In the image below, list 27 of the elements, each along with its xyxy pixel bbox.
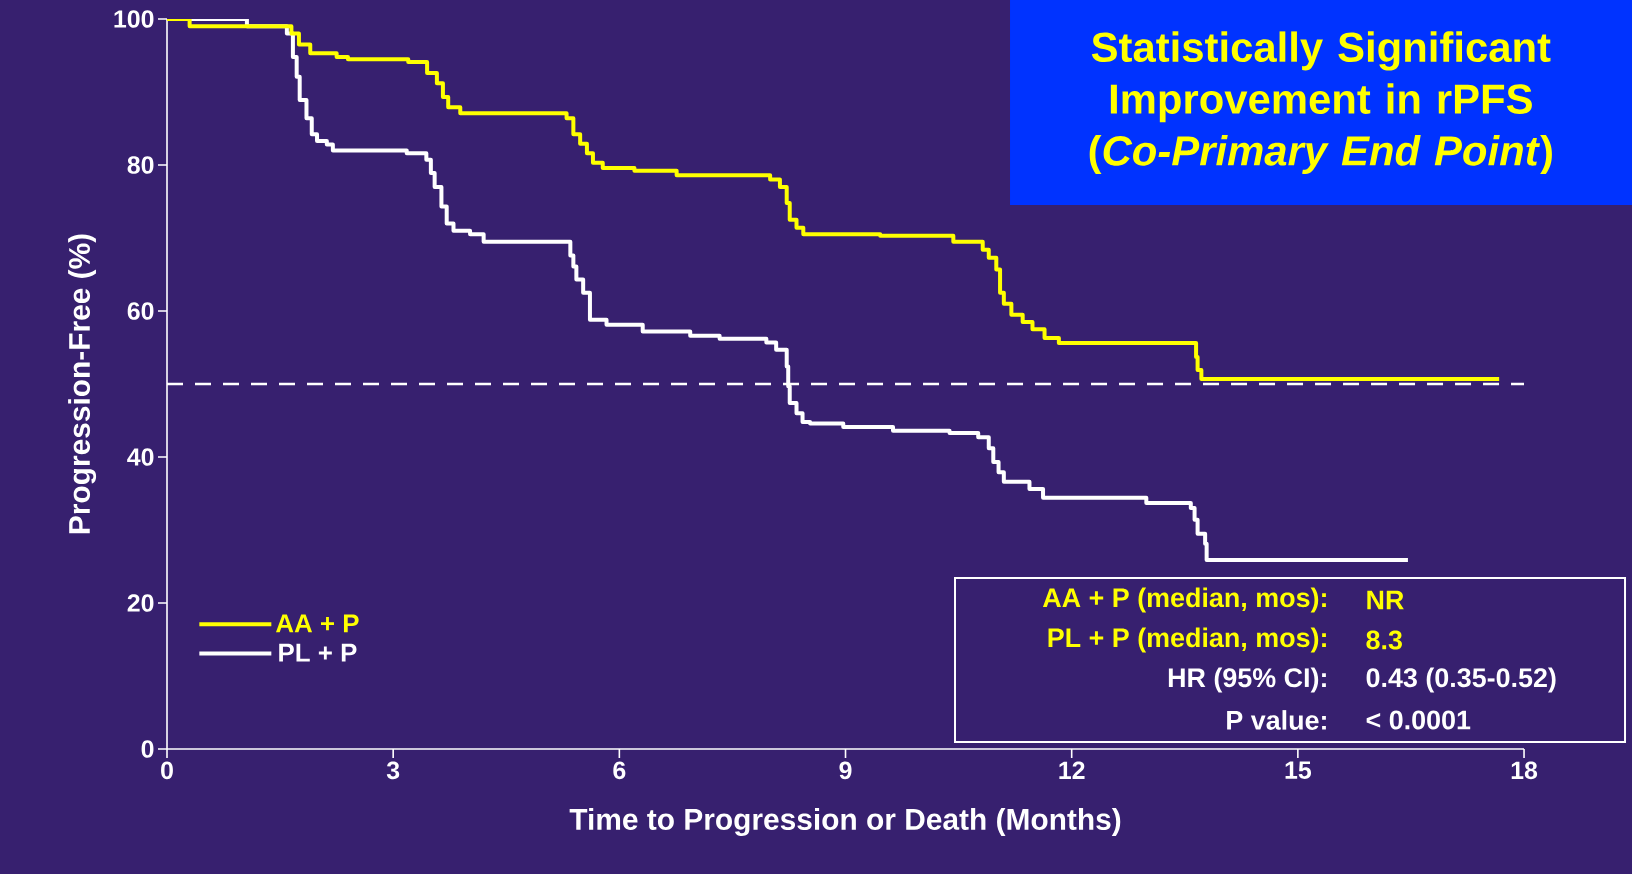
annotation: 0.43 (0.35-0.52) [1366, 667, 1556, 693]
x-tick-label: 9 [839, 761, 852, 780]
annotation: NR [1367, 590, 1404, 610]
annotation: P value: [1227, 710, 1326, 730]
x-tick-label: 6 [613, 761, 626, 780]
x-tick-label: 0 [161, 761, 173, 780]
x-axis-title: Time to Progression or Death (Months) [569, 808, 1121, 837]
legend-label: PL + P [279, 643, 357, 662]
y-tick-label: 0 [141, 740, 154, 758]
legend-label: AA + P [275, 614, 359, 633]
x-tick-label: 18 [1511, 761, 1538, 780]
text: (Co-Primary End Point) [1089, 134, 1552, 174]
annotation: AA + P (median, mos): [1042, 587, 1326, 613]
y-tick-label: 80 [127, 156, 154, 174]
y-tick-label: 20 [127, 594, 154, 612]
y-tick-label: 100 [114, 10, 154, 28]
y-axis-title: Progression-Free (%) [68, 234, 97, 534]
annotation: HR (95% CI): [1168, 667, 1326, 693]
y-tick-label: 60 [127, 302, 154, 320]
x-tick-label: 15 [1285, 761, 1312, 779]
y-tick-label: 40 [127, 448, 154, 466]
x-tick-label: 12 [1059, 761, 1085, 779]
x-tick-label: 3 [386, 761, 400, 780]
annotation: 8.3 [1366, 630, 1402, 650]
annotation: < 0.0001 [1366, 710, 1471, 730]
annotation: PL + P (median, mos): [1048, 627, 1326, 653]
text: Statistically Significant Improvement in rPFS [1091, 31, 1551, 123]
